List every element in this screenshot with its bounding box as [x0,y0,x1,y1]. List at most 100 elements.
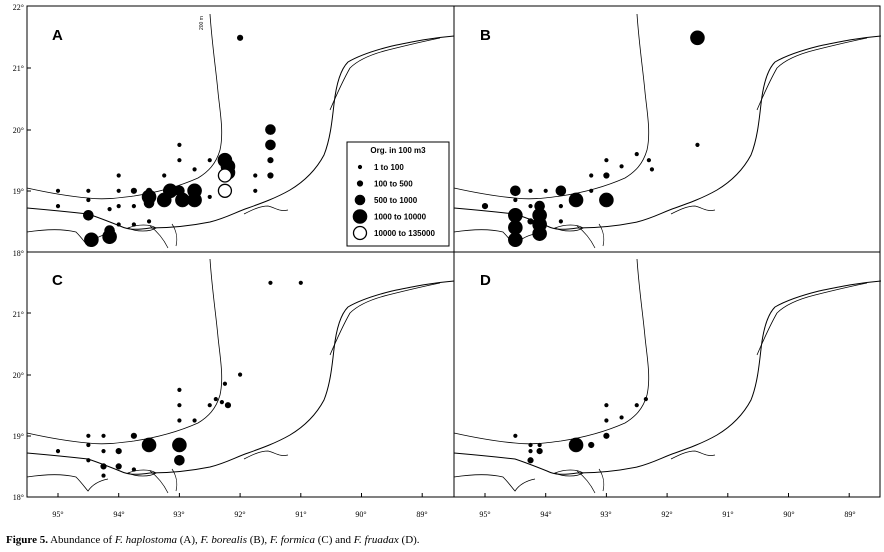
coastline [453,35,882,230]
caption-species-2: F. borealis [200,534,247,546]
station-marker [84,232,99,248]
station-marker [116,173,121,178]
station-marker [207,158,212,163]
panel-label-b: B [480,27,491,44]
river-inlet [149,225,169,249]
caption-species-3: F. formica [269,534,315,546]
legend-label: 500 to 1000 [374,196,418,205]
station-marker [268,280,273,285]
station-marker [177,387,182,392]
station-marker [219,400,224,405]
lagoon-outline [554,224,584,232]
caption-text-2: (A), [177,534,201,546]
map-panels [26,13,882,494]
coastline-peninsula-edge [329,37,441,111]
coastline [453,280,882,475]
coastline-peninsula-edge [756,282,868,356]
station-marker [116,188,121,193]
station-marker [643,396,648,402]
station-marker [508,220,523,235]
station-marker [131,204,136,209]
station-marker [527,457,534,464]
station-marker [646,158,651,163]
legend-marker [352,209,368,224]
station-marker [603,432,610,439]
lon-tick-94-right: 94° [540,510,551,519]
legend-marker [354,194,366,206]
lon-tick-91-left: 91° [295,510,306,519]
panel-label-c: C [52,272,63,289]
station-marker [217,183,233,198]
lagoon-outline [554,469,584,477]
station-marker [237,34,244,41]
legend-marker [352,225,368,241]
river-inlet [576,470,596,494]
station-marker [207,194,212,200]
station-marker [528,188,533,193]
station-marker [634,151,639,157]
legend: Org. in 100 m3 1 to 100 100 to 500 500 to … [346,141,450,247]
station-marker [187,192,202,208]
lat-tick-20-top: 20° [13,126,24,135]
lon-tick-marks [57,493,850,497]
legend-label: 1 to 100 [374,163,404,172]
station-marker [86,433,91,438]
station-marker [619,415,624,420]
isobath-label: 200 m [199,16,205,30]
station-marker [131,222,136,227]
caption-text-4: (C) and [314,534,354,546]
station-marker [599,192,614,208]
panel-label-a: A [52,27,63,44]
station-marker [298,280,303,285]
river-inlet [171,468,178,492]
lat-tick-marks [27,67,31,437]
coastline-peninsula-edge [756,37,868,111]
station-marker [177,158,182,163]
river-inlet [243,205,289,215]
lon-tick-90-left: 90° [355,510,366,519]
lon-tick-93-left: 93° [173,510,184,519]
caption-label: Figure 5. [6,534,48,546]
station-marker [100,463,107,470]
station-marker [589,173,594,178]
lon-tick-89-right: 89° [844,510,855,519]
station-marker [695,142,700,147]
station-marker [224,402,232,409]
station-marker [537,442,542,448]
legend-marker [357,164,363,170]
lat-tick-22: 22° [13,3,24,12]
map-panel-d [453,258,882,494]
station-marker [634,403,639,408]
station-marker [555,185,567,197]
station-marker [55,188,61,193]
station-marker [222,381,228,386]
lon-tick-95-right: 95° [479,510,490,519]
station-marker [604,158,609,163]
lon-tick-92-left: 92° [234,510,245,519]
station-marker [130,432,137,439]
station-marker [86,442,91,448]
map-panel-b [453,13,882,249]
station-marker [116,204,121,209]
station-marker [101,449,106,454]
station-marker [528,204,533,209]
station-marker [55,204,61,209]
station-marker [192,418,197,423]
station-marker [131,467,136,472]
caption-text-5: (D). [398,534,420,546]
river-inlet [171,223,178,247]
inner-coastline [453,474,536,492]
station-marker [528,449,533,454]
station-marker [253,173,258,178]
station-marker [558,204,563,209]
station-marker [174,454,185,466]
station-marker [528,442,533,448]
river-inlet [598,468,605,492]
station-marker [177,418,182,423]
station-marker [619,164,624,169]
station-marker [558,219,563,224]
river-inlet [243,450,289,460]
station-marker [543,188,548,193]
station-marker [213,396,218,402]
station-marker [177,403,182,408]
